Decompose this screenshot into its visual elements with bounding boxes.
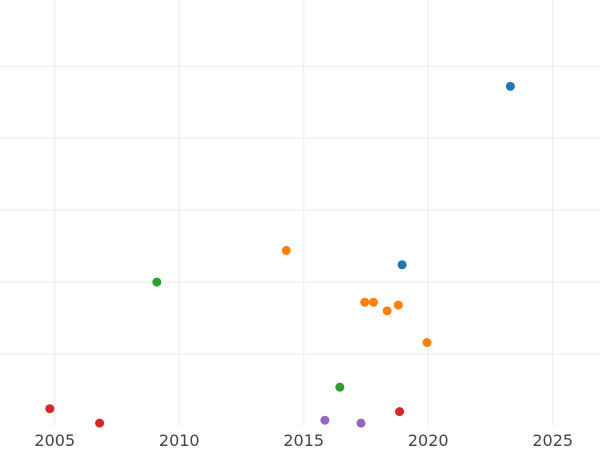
data-point	[422, 338, 432, 348]
x-tick-label: 2025	[532, 431, 573, 450]
x-tick-label: 2010	[159, 431, 200, 450]
data-point	[281, 245, 291, 255]
x-tick-label: 2005	[34, 431, 75, 450]
data-point	[397, 260, 407, 270]
data-point	[95, 418, 105, 428]
x-axis-tick-labels: 2005 2010 2015 2020 2025	[34, 431, 573, 450]
data-point	[393, 300, 403, 310]
data-point	[152, 277, 162, 287]
x-tick-label: 2020	[408, 431, 449, 450]
data-point	[320, 415, 330, 425]
data-points	[45, 81, 515, 428]
grid	[0, 0, 600, 426]
x-tick-label: 2015	[283, 431, 324, 450]
data-point	[45, 404, 55, 414]
data-point	[505, 81, 515, 91]
data-point	[395, 407, 405, 417]
data-point	[356, 418, 366, 428]
data-point	[368, 297, 378, 307]
data-point	[382, 306, 392, 316]
data-point	[335, 382, 345, 392]
data-point	[360, 297, 370, 307]
